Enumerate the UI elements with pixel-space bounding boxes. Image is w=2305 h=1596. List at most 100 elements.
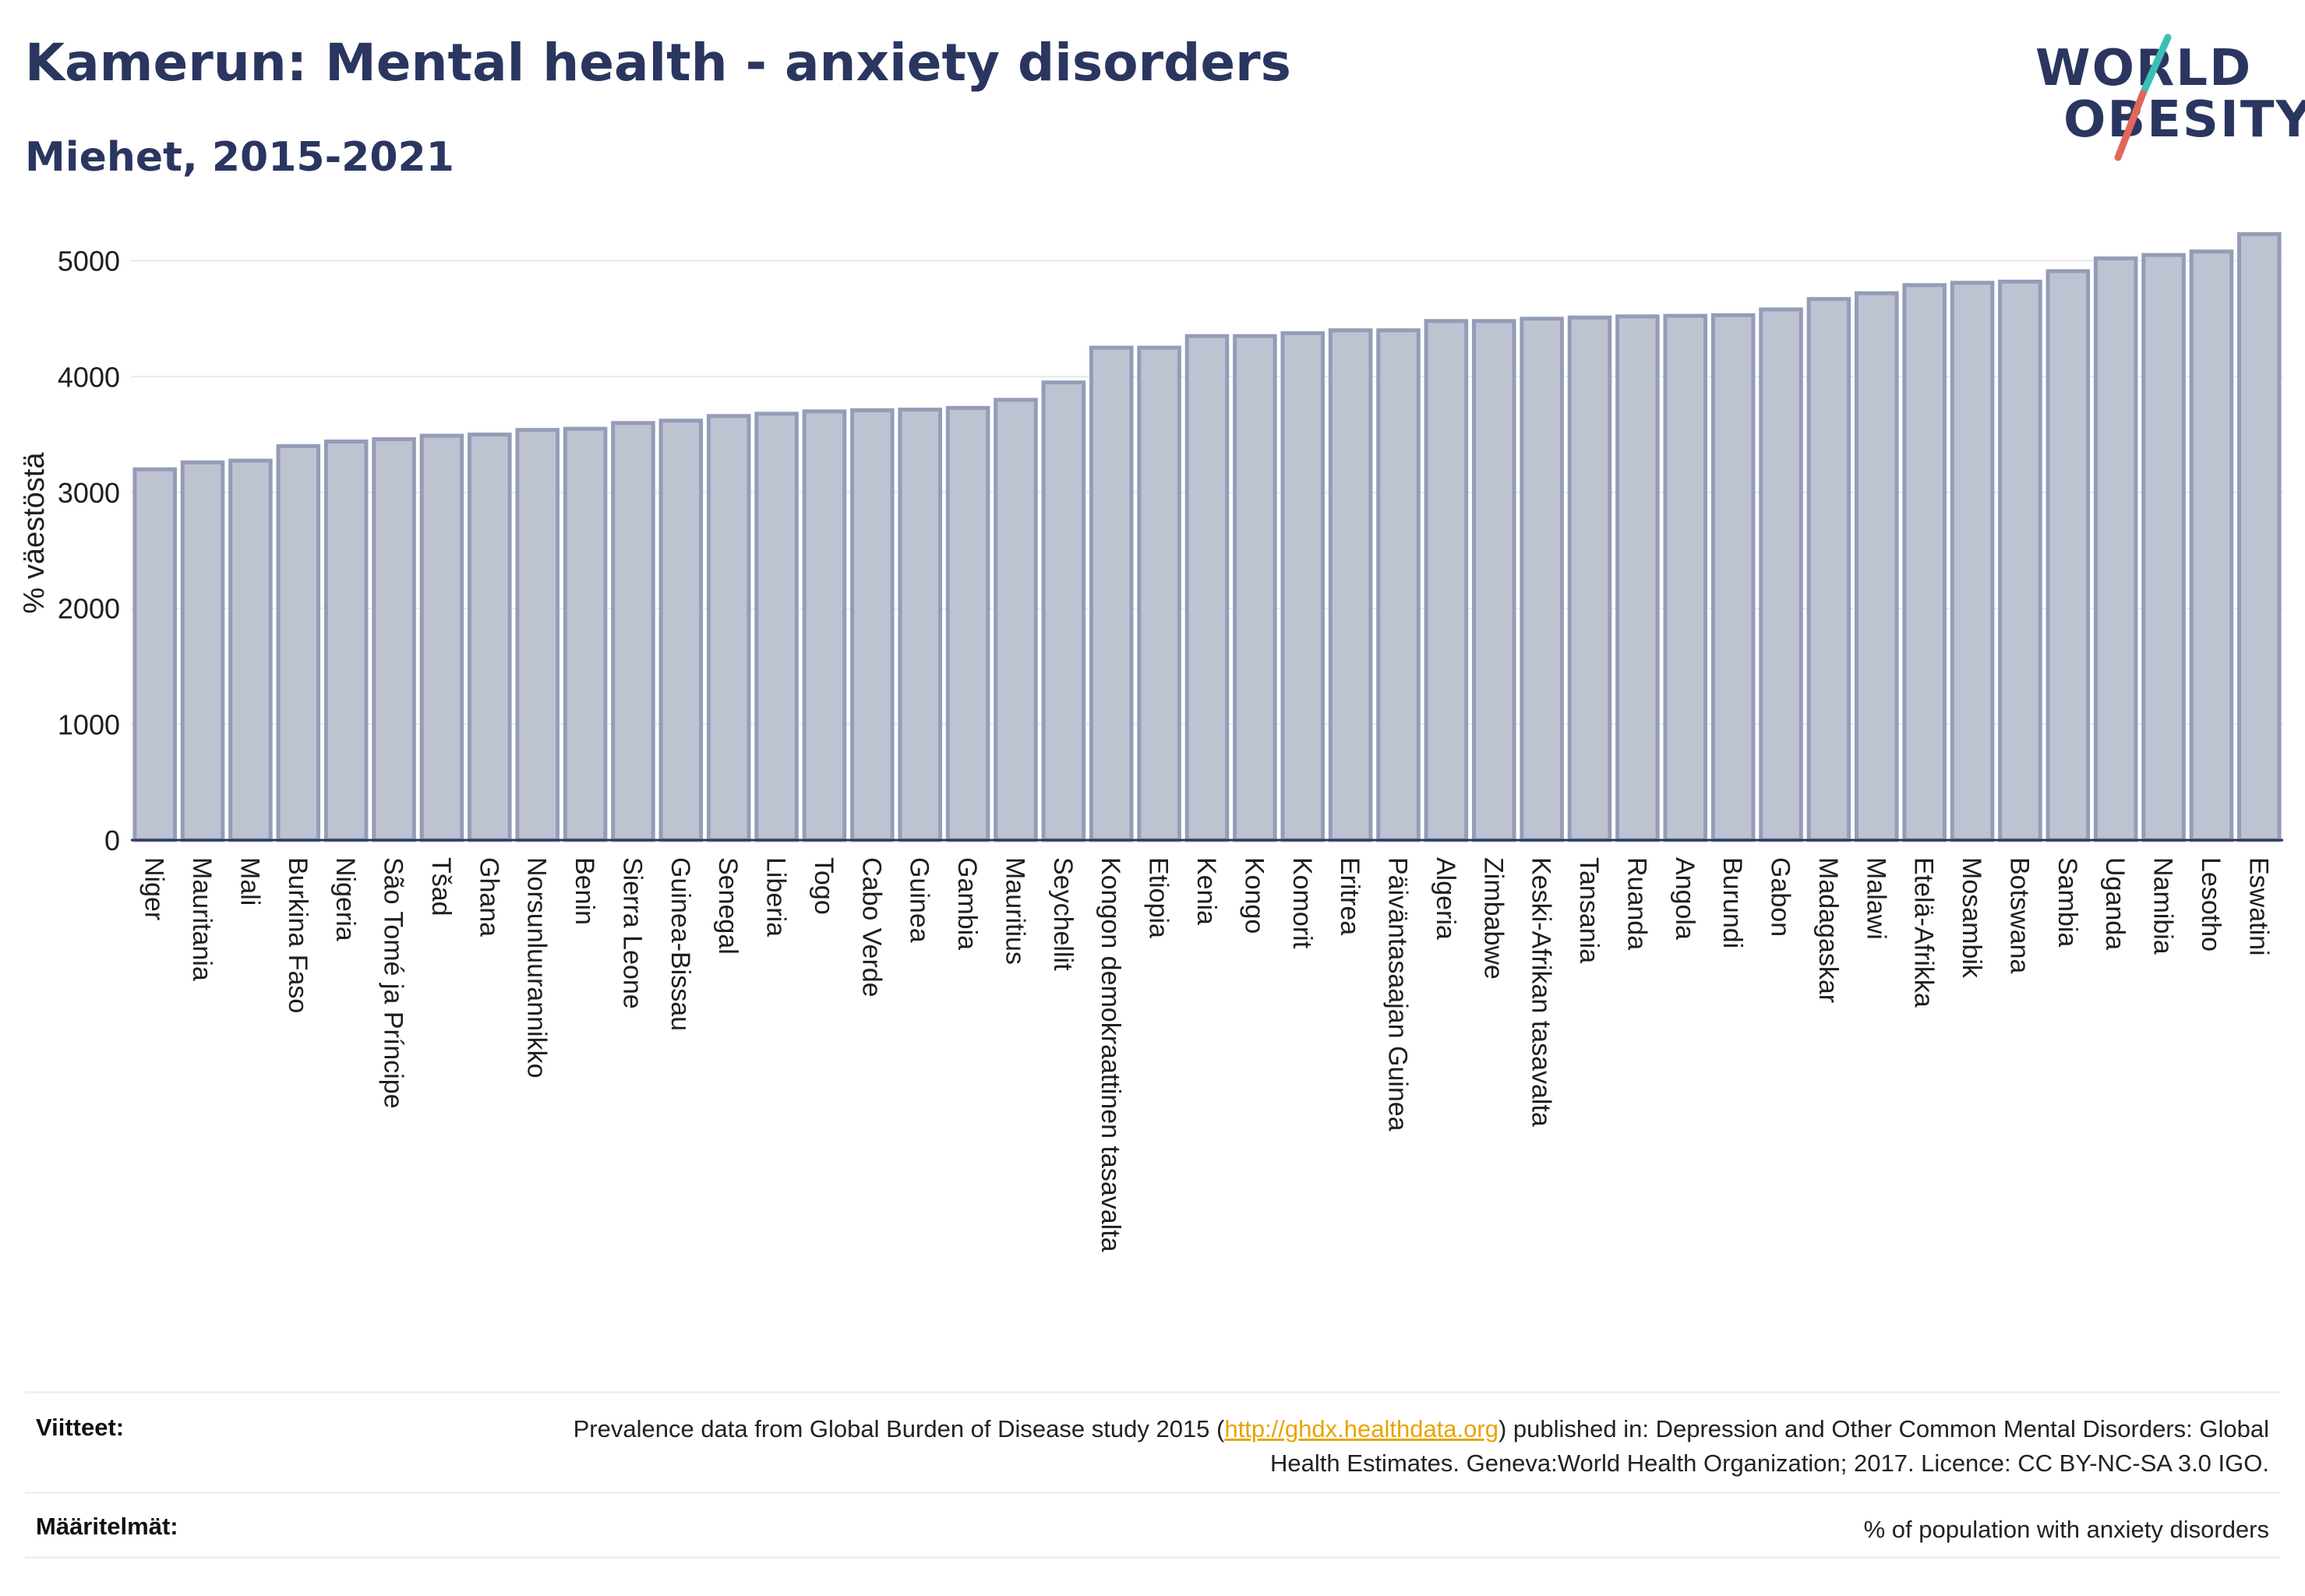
x-tick-label: Malawi — [1861, 857, 1890, 940]
logo-slash-icon — [2114, 34, 2172, 161]
bar — [1233, 334, 1277, 842]
bar — [1567, 315, 1612, 842]
bar — [1759, 307, 1803, 842]
bar — [2237, 231, 2282, 842]
x-tick-label: Uganda — [2100, 857, 2130, 950]
bar — [611, 421, 655, 842]
page-title: Kamerun: Mental health - anxiety disorde… — [25, 33, 1291, 93]
y-tick-label: 1000 — [58, 708, 120, 740]
logo-line-2: OBESITY — [2063, 91, 2305, 149]
world-obesity-logo[interactable]: WORLD OBESITY — [2026, 31, 2305, 171]
bar-chart: 0 1000 2000 3000 4000 5000 % väestöstä Niger Mau… — [18, 231, 2283, 1252]
references-text-before: Prevalence data from Global Burden of Di… — [573, 1415, 1225, 1442]
bar — [132, 467, 177, 842]
bar — [563, 426, 608, 842]
x-tick-label: Tansania — [1574, 857, 1604, 963]
x-tick-label: Kongon demokraattinen tasavalta — [1096, 857, 1125, 1252]
bar — [945, 405, 990, 842]
x-tick-label: Benin — [570, 857, 599, 925]
y-tick-label: 5000 — [58, 245, 120, 277]
bar — [1998, 279, 2042, 842]
bar — [1855, 291, 1899, 842]
references-text-after: ) published in: Depression and Other Com… — [1270, 1415, 2269, 1477]
references-text: Prevalence data from Global Burden of Di… — [555, 1412, 2269, 1481]
bar — [1902, 283, 1947, 842]
x-tick-label: Liberia — [761, 857, 791, 937]
x-tick-label: Guinea — [905, 857, 934, 943]
references-row: Viitteet: Prevalence data from Global Bu… — [25, 1391, 2280, 1492]
y-axis-label: % väestöstä — [18, 452, 51, 614]
bar — [898, 408, 943, 842]
x-tick-label: Eswatini — [2243, 857, 2273, 956]
x-tick-label: Sambia — [2053, 857, 2082, 947]
definitions-label: Määritelmät: — [36, 1513, 178, 1540]
bar — [1471, 319, 1516, 842]
bar — [2189, 249, 2234, 842]
x-tick-label: Guinea-Bissau — [665, 857, 695, 1031]
bar — [1328, 328, 1373, 842]
x-tick-label: Etiopia — [1144, 857, 1174, 938]
bar — [1710, 312, 1756, 842]
x-tick-label: Mauritania — [187, 857, 217, 981]
bar — [1137, 345, 1181, 842]
x-tick-label: Ruanda — [1622, 857, 1651, 950]
bar — [1950, 281, 1995, 842]
references-label: Viitteet: — [36, 1414, 125, 1441]
bar — [802, 409, 847, 842]
x-tick-label: Kongo — [1239, 857, 1269, 934]
x-tick-label: Päiväntasaajan Guinea — [1383, 857, 1413, 1132]
x-tick-label: Angola — [1670, 857, 1700, 940]
bar — [468, 433, 512, 842]
x-tick-label: Burundi — [1717, 857, 1747, 948]
bar — [658, 418, 704, 842]
x-tick-label: Eritrea — [1335, 857, 1364, 935]
bar — [1806, 297, 1851, 842]
x-tick-label: Senegal — [713, 857, 743, 955]
bar — [228, 458, 273, 842]
bar — [1520, 316, 1564, 842]
references-link[interactable]: http://ghdx.healthdata.org — [1224, 1415, 1498, 1442]
bar — [419, 433, 464, 842]
definitions-text: % of population with anxiety disorders — [1863, 1516, 2269, 1543]
bar — [515, 428, 559, 842]
x-tick-label: Mosambik — [1957, 857, 1986, 979]
page-subtitle: Miehet, 2015-2021 — [25, 134, 454, 181]
bar — [1424, 319, 1469, 842]
x-tick-label: Kenia — [1191, 857, 1221, 925]
x-tick-label: Sierra Leone — [617, 857, 647, 1009]
x-tick-label: Burkina Faso — [283, 857, 312, 1013]
bar — [994, 397, 1038, 842]
x-tick-label: Algeria — [1431, 857, 1460, 940]
bar — [276, 443, 321, 842]
bar — [1663, 313, 1708, 842]
y-tick-label: 0 — [104, 824, 120, 856]
x-tick-label: Norsunluurannikko — [522, 857, 552, 1079]
y-tick-label: 2000 — [58, 593, 120, 625]
x-tick-label: Togo — [809, 857, 838, 915]
bar — [2093, 256, 2138, 842]
x-tick-label: São Tomé ja Príncipe — [379, 857, 408, 1109]
bar — [1280, 331, 1325, 842]
x-tick-label: Madagaskar — [1813, 857, 1843, 1003]
bar — [754, 411, 799, 842]
references-panel: Viitteet: Prevalence data from Global Bu… — [25, 1391, 2280, 1559]
y-tick-label: 3000 — [58, 477, 120, 509]
bar — [1089, 345, 1134, 842]
bar — [323, 440, 369, 842]
bar — [2046, 269, 2091, 842]
x-tick-label: Cabo Verde — [856, 857, 886, 998]
y-tick-label: 4000 — [58, 361, 120, 393]
x-tick-label: Botswana — [2004, 857, 2034, 973]
bar — [2141, 252, 2186, 842]
bar — [1615, 314, 1660, 842]
bar — [706, 414, 751, 842]
bar — [1376, 328, 1421, 842]
x-tick-label: Komorit — [1287, 857, 1317, 949]
x-tick-label: Gabon — [1766, 857, 1795, 937]
x-tick-label: Keski-Afrikan tasavalta — [1527, 857, 1556, 1127]
x-tick-label: Namibia — [2148, 857, 2178, 955]
bar — [180, 460, 225, 842]
bar — [1041, 380, 1086, 842]
x-tick-label: Gambia — [952, 857, 982, 950]
bar — [1184, 334, 1230, 842]
